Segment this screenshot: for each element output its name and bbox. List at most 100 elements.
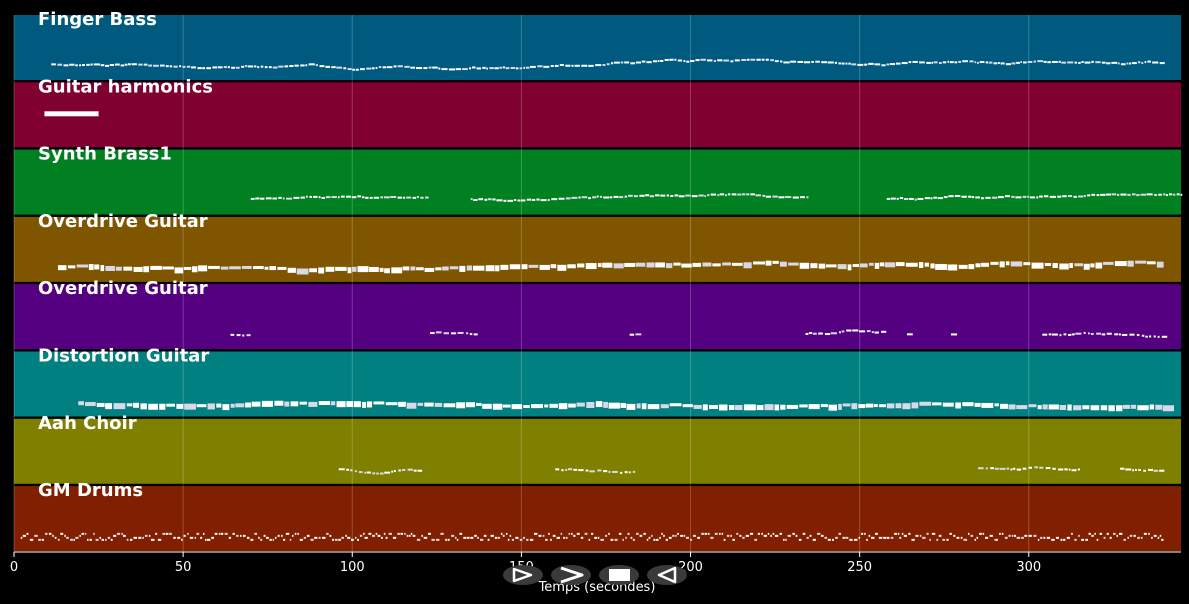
note xyxy=(580,536,584,539)
note xyxy=(994,538,996,541)
note xyxy=(211,536,214,539)
note xyxy=(1044,263,1052,267)
note xyxy=(795,534,798,537)
note xyxy=(774,534,779,537)
rewind-button[interactable] xyxy=(647,565,687,585)
note xyxy=(492,403,503,410)
note xyxy=(241,265,252,269)
note xyxy=(560,532,563,535)
note xyxy=(438,67,441,70)
note xyxy=(206,67,211,70)
note xyxy=(1021,536,1024,539)
note xyxy=(474,534,477,537)
note xyxy=(1008,404,1016,410)
note xyxy=(1125,468,1132,471)
play-button[interactable] xyxy=(503,565,543,585)
note xyxy=(556,536,561,539)
note xyxy=(264,266,269,270)
note xyxy=(1180,193,1183,196)
note xyxy=(404,65,410,68)
track-notes-2 xyxy=(250,193,1183,202)
note xyxy=(371,67,375,70)
note xyxy=(1057,195,1062,198)
note xyxy=(227,66,230,69)
note xyxy=(842,403,851,407)
note xyxy=(765,260,772,266)
note xyxy=(930,197,933,200)
note xyxy=(707,532,710,535)
note xyxy=(585,469,589,472)
note xyxy=(247,65,253,68)
note xyxy=(263,534,266,537)
note xyxy=(383,532,386,535)
x-tick-label: 50 xyxy=(175,560,192,575)
note xyxy=(379,267,384,272)
note xyxy=(173,536,176,539)
stop-button[interactable] xyxy=(599,565,639,585)
note xyxy=(764,404,774,411)
track-notes-1 xyxy=(44,111,99,117)
note xyxy=(1073,405,1082,411)
note xyxy=(143,63,148,66)
note xyxy=(511,404,523,410)
note xyxy=(704,195,707,198)
note xyxy=(597,536,600,539)
note xyxy=(1047,61,1051,64)
note xyxy=(929,538,931,541)
note xyxy=(1150,536,1153,539)
note xyxy=(346,401,353,408)
note xyxy=(264,66,268,69)
note xyxy=(918,261,924,268)
note xyxy=(610,538,614,541)
note xyxy=(198,265,208,272)
note xyxy=(293,196,300,199)
note xyxy=(391,267,403,274)
note xyxy=(778,196,785,199)
note xyxy=(351,196,357,199)
fast-forward-button[interactable] xyxy=(551,565,591,585)
note xyxy=(757,532,760,535)
note xyxy=(305,195,308,198)
note xyxy=(329,534,332,537)
note xyxy=(1121,333,1128,336)
note xyxy=(409,534,411,537)
note xyxy=(962,402,974,407)
note xyxy=(931,532,936,535)
note xyxy=(45,532,48,535)
note xyxy=(321,197,325,200)
note xyxy=(1105,193,1112,196)
note xyxy=(981,262,989,267)
note xyxy=(677,532,679,535)
note xyxy=(113,534,117,537)
note xyxy=(907,333,913,336)
note xyxy=(194,536,197,539)
note xyxy=(1106,62,1111,65)
note xyxy=(938,534,942,537)
note xyxy=(325,196,331,199)
note xyxy=(787,534,792,537)
x-tick-label: 100 xyxy=(340,560,365,575)
note xyxy=(1140,193,1147,196)
note xyxy=(625,536,627,539)
note xyxy=(808,332,813,335)
note xyxy=(494,536,498,539)
note xyxy=(299,401,307,405)
note xyxy=(358,471,363,474)
note xyxy=(251,401,261,407)
note xyxy=(479,538,484,541)
note xyxy=(496,199,503,202)
note xyxy=(285,532,290,535)
x-axis-title: Temps (secondes) xyxy=(538,580,656,595)
note xyxy=(347,536,351,539)
note xyxy=(961,195,967,198)
note xyxy=(257,66,260,69)
note xyxy=(1134,468,1137,471)
note xyxy=(260,197,265,200)
note xyxy=(1136,194,1140,197)
note xyxy=(568,532,571,535)
note xyxy=(523,405,530,409)
note xyxy=(750,193,755,196)
note xyxy=(278,196,282,199)
note xyxy=(620,471,623,474)
